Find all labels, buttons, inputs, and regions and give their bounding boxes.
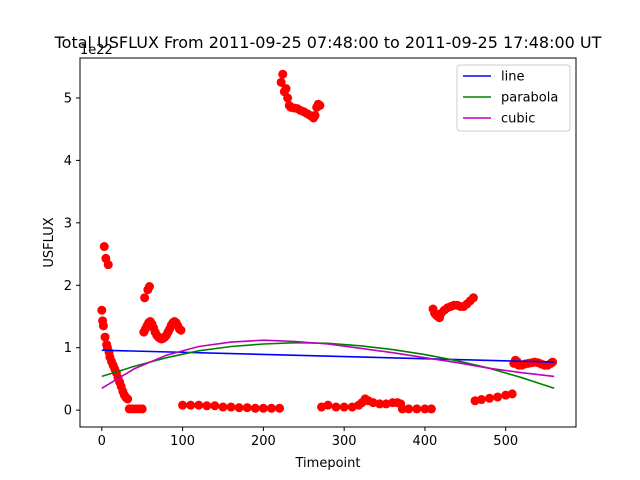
data-point (315, 100, 325, 110)
data-point (218, 402, 228, 412)
y-tick-label: 2 (64, 279, 72, 294)
legend-box (456, 64, 571, 132)
y-tick-label: 3 (64, 216, 72, 231)
data-point (426, 404, 436, 414)
data-point (331, 402, 341, 412)
cubic-fit-line (101, 339, 555, 389)
data-point (468, 293, 478, 303)
data-point (283, 93, 293, 103)
plot-frame (79, 57, 577, 428)
data-point (99, 242, 109, 252)
data-point (397, 404, 407, 414)
data-point (281, 84, 291, 94)
x-tick-label: 200 (251, 434, 276, 449)
x-tick-label: 500 (493, 434, 518, 449)
data-point (202, 401, 212, 411)
x-axis-label: Timepoint (295, 456, 361, 471)
x-tick-label: 400 (413, 434, 438, 449)
data-point (275, 403, 285, 413)
data-point (100, 332, 110, 342)
y-axis-label: USFLUX (42, 217, 57, 267)
data-point (140, 293, 150, 303)
data-point (103, 260, 113, 270)
data-point (493, 392, 503, 402)
data-point (226, 402, 236, 412)
data-point (242, 403, 252, 413)
x-tick-label: 0 (98, 434, 106, 449)
data-point (404, 404, 414, 414)
data-point (176, 325, 186, 335)
data-point (278, 69, 288, 79)
data-point (234, 403, 244, 413)
x-tick-label: 300 (332, 434, 357, 449)
data-point (476, 395, 486, 405)
data-point (210, 401, 220, 411)
data-point (375, 399, 385, 409)
data-point (276, 77, 286, 87)
chart-title: Total USFLUX From 2011-09-25 07:48:00 to… (54, 33, 602, 52)
y-offset-label: 1e22 (80, 43, 113, 58)
y-axis-ticks: 0 1 2 3 4 5 (64, 91, 80, 419)
y-tick-label: 0 (64, 404, 72, 419)
y-tick-label: 4 (64, 154, 72, 169)
fit-lines (101, 339, 555, 390)
data-point (250, 403, 260, 413)
legend-label-line: line (501, 70, 524, 85)
data-point (123, 394, 133, 404)
x-axis-ticks: 0 100 200 300 400 500 (98, 427, 518, 449)
data-point (266, 403, 276, 413)
y-tick-label: 5 (64, 91, 72, 106)
data-point (507, 389, 517, 399)
legend-label-parabola: parabola (501, 91, 558, 106)
data-point (485, 393, 495, 403)
data-point (194, 400, 204, 410)
data-point (420, 404, 430, 414)
data-point (98, 321, 108, 331)
data-point (258, 403, 268, 413)
data-point (144, 282, 154, 292)
data-point (178, 400, 188, 410)
data-point (323, 400, 333, 410)
x-tick-label: 100 (170, 434, 195, 449)
data-point (137, 404, 147, 414)
legend-label-cubic: cubic (501, 112, 535, 127)
data-point (310, 110, 320, 120)
y-tick-label: 1 (64, 341, 72, 356)
data-point (412, 404, 422, 414)
legend: line parabola cubic (456, 64, 571, 132)
data-point (186, 400, 196, 410)
data-point (339, 402, 349, 412)
data-points (97, 69, 558, 414)
data-point (97, 305, 107, 315)
